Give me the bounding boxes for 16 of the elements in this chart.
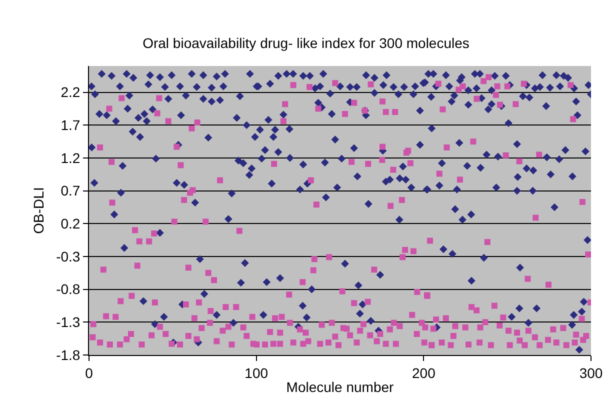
y-tick-label: 0.7 [60, 182, 80, 199]
x-tick-label: 100 [244, 364, 268, 381]
y-tick-label: -1.3 [56, 314, 80, 330]
chart-title: Oral bioavailability drug- like index for 300 molecules [142, 35, 470, 52]
x-tick-label: 300 [579, 364, 603, 381]
x-axis-title: Molecule number [286, 379, 394, 396]
y-tick-label: 0.2 [60, 216, 80, 232]
y-axis-title: OB-DLI [30, 187, 47, 234]
y-tick-label: 1.7 [60, 117, 80, 134]
y-tick-label: -1.8 [56, 346, 80, 363]
y-tick-label: -0.3 [56, 248, 80, 264]
x-tick-label: 0 [85, 364, 94, 381]
y-tick-label: 2.2 [60, 84, 80, 100]
x-tick-label: 200 [412, 364, 436, 381]
y-tick-label: -0.8 [56, 281, 80, 298]
y-tick-label: 1.2 [60, 150, 80, 166]
